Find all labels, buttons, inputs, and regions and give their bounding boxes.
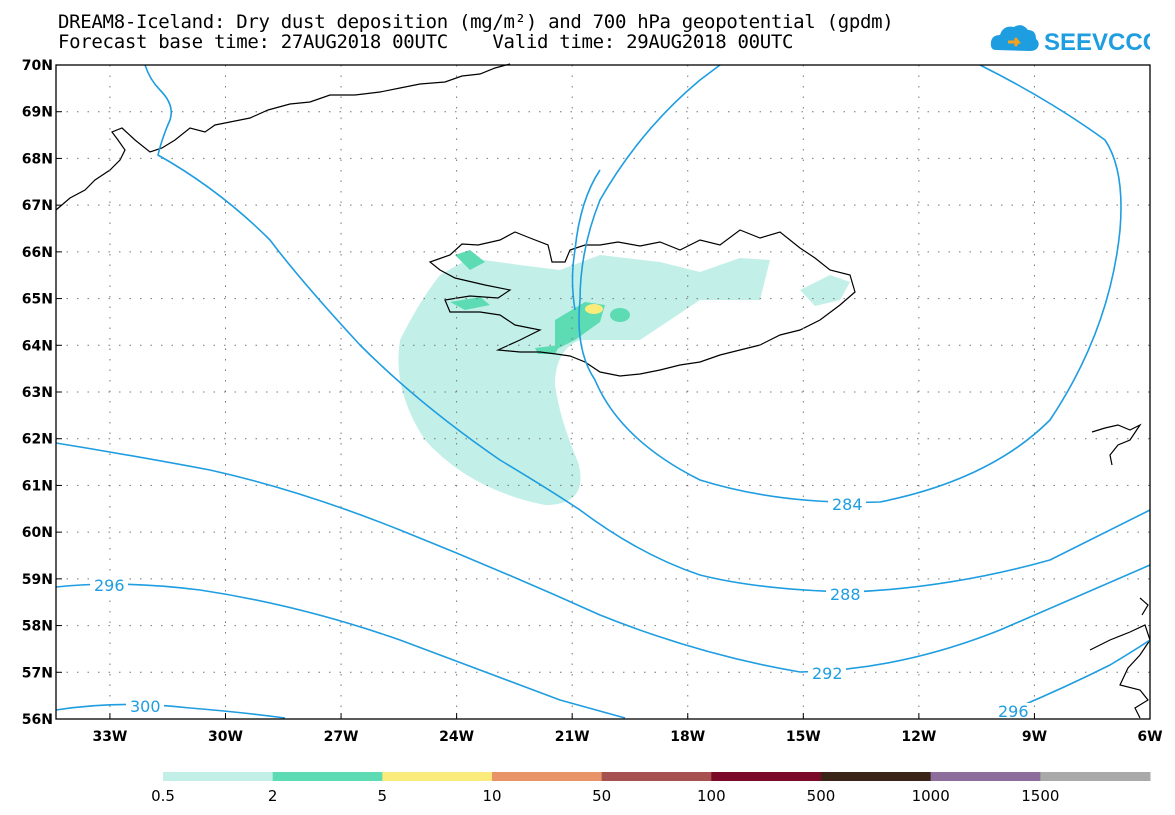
lat-tick-label: 60N bbox=[22, 525, 53, 541]
colorbar-swatch bbox=[163, 772, 274, 781]
lat-tick-label: 67N bbox=[22, 198, 53, 214]
contour-label-296: 296 bbox=[94, 576, 125, 595]
lon-axis: 33W 30W 27W 24W 21W 18W 15W 12W 9W 6W bbox=[92, 713, 1163, 745]
dust-patch-nw bbox=[455, 250, 485, 270]
lat-tick-label: 68N bbox=[22, 151, 53, 167]
lon-tick-label: 30W bbox=[208, 729, 243, 745]
lat-tick-label: 63N bbox=[22, 385, 53, 401]
lat-tick-label: 59N bbox=[22, 572, 53, 588]
greenland-coast bbox=[55, 63, 511, 211]
colorbar-label: 100 bbox=[697, 787, 726, 805]
lat-axis: 70N 69N 68N 67N 66N 65N 64N 63N 62N 61N 60N 59N 58N 5… bbox=[22, 58, 62, 728]
lat-tick-label: 56N bbox=[22, 712, 53, 728]
colorbar-swatch bbox=[821, 772, 932, 781]
gridlines bbox=[56, 65, 1150, 719]
dust-patch-west bbox=[450, 297, 490, 310]
contour-292 bbox=[55, 442, 1151, 673]
seevccc-logo: SEEVCCC bbox=[990, 25, 1150, 56]
contour-label-296-se: 296 bbox=[998, 702, 1029, 721]
faroe-islands bbox=[1091, 423, 1142, 466]
colorbar-label: 50 bbox=[592, 787, 612, 805]
lon-tick-label: 21W bbox=[555, 729, 590, 745]
contour-label-300: 300 bbox=[130, 697, 161, 716]
colorbar-swatch bbox=[930, 772, 1041, 781]
colorbar-swatch bbox=[272, 772, 383, 781]
colorbar-swatch bbox=[1040, 772, 1151, 781]
dust-max bbox=[585, 304, 603, 314]
cloud-icon bbox=[990, 25, 1039, 51]
lat-tick-label: 57N bbox=[22, 665, 53, 681]
lat-tick-label: 64N bbox=[22, 338, 53, 354]
lon-tick-label: 27W bbox=[324, 729, 359, 745]
scotland-coast bbox=[1089, 624, 1151, 719]
contour-labels: 284 288 292 296 296 300 bbox=[90, 495, 1033, 721]
colorbar-label: 0.5 bbox=[151, 787, 175, 805]
coastlines bbox=[55, 63, 1151, 719]
contour-label-288: 288 bbox=[830, 585, 861, 604]
contour-north-iceland bbox=[571, 169, 601, 311]
dust-patch-mid bbox=[555, 302, 605, 350]
colorbar-label: 1500 bbox=[1021, 787, 1060, 805]
lon-tick-label: 12W bbox=[901, 729, 936, 745]
lat-tick-label: 65N bbox=[22, 292, 53, 308]
lon-tick-label: 15W bbox=[786, 729, 821, 745]
colorbar-swatch bbox=[601, 772, 712, 781]
lon-tick-label: 6W bbox=[1137, 729, 1162, 745]
iceland-coast bbox=[428, 229, 856, 377]
lon-tick-label: 9W bbox=[1022, 729, 1047, 745]
lat-tick-label: 58N bbox=[22, 619, 53, 635]
colorbar-label: 1000 bbox=[911, 787, 950, 805]
contour-300 bbox=[55, 703, 286, 719]
contour-label-292: 292 bbox=[812, 664, 843, 683]
lon-tick-label: 24W bbox=[439, 729, 474, 745]
colorbar-swatch bbox=[382, 772, 493, 781]
colorbar bbox=[163, 772, 1151, 781]
lat-tick-label: 61N bbox=[22, 478, 53, 494]
contour-284 bbox=[578, 64, 1122, 504]
map-subtitle: Forecast base time: 27AUG2018 00UTC Vali… bbox=[58, 31, 794, 53]
colorbar-label: 500 bbox=[806, 787, 836, 805]
contour-sw-iceland bbox=[144, 64, 1151, 593]
lat-tick-label: 69N bbox=[22, 105, 53, 121]
shetland bbox=[1139, 597, 1149, 616]
dust-patch-east bbox=[610, 308, 630, 322]
contour-label-284: 284 bbox=[832, 495, 863, 514]
colorbar-label: 5 bbox=[377, 787, 388, 805]
colorbar-label: 10 bbox=[482, 787, 502, 805]
dust-patch-ne bbox=[800, 275, 850, 306]
lon-tick-label: 33W bbox=[92, 729, 127, 745]
dust-plume-light bbox=[398, 255, 770, 505]
lat-tick-label: 66N bbox=[22, 245, 53, 261]
lat-tick-label: 70N bbox=[22, 58, 53, 74]
colorbar-swatch bbox=[711, 772, 822, 781]
colorbar-swatch bbox=[492, 772, 603, 781]
dust-field bbox=[398, 250, 850, 505]
lat-tick-label: 62N bbox=[22, 432, 53, 448]
logo-text: SEEVCCC bbox=[1044, 29, 1150, 56]
map-title: DREAM8-Iceland: Dry dust deposition (mg/… bbox=[58, 11, 894, 33]
contour-296b bbox=[999, 639, 1151, 716]
contour-296 bbox=[55, 583, 626, 719]
lon-tick-label: 18W bbox=[670, 729, 705, 745]
geopotential-contours bbox=[55, 64, 1151, 719]
colorbar-label: 2 bbox=[267, 787, 278, 805]
